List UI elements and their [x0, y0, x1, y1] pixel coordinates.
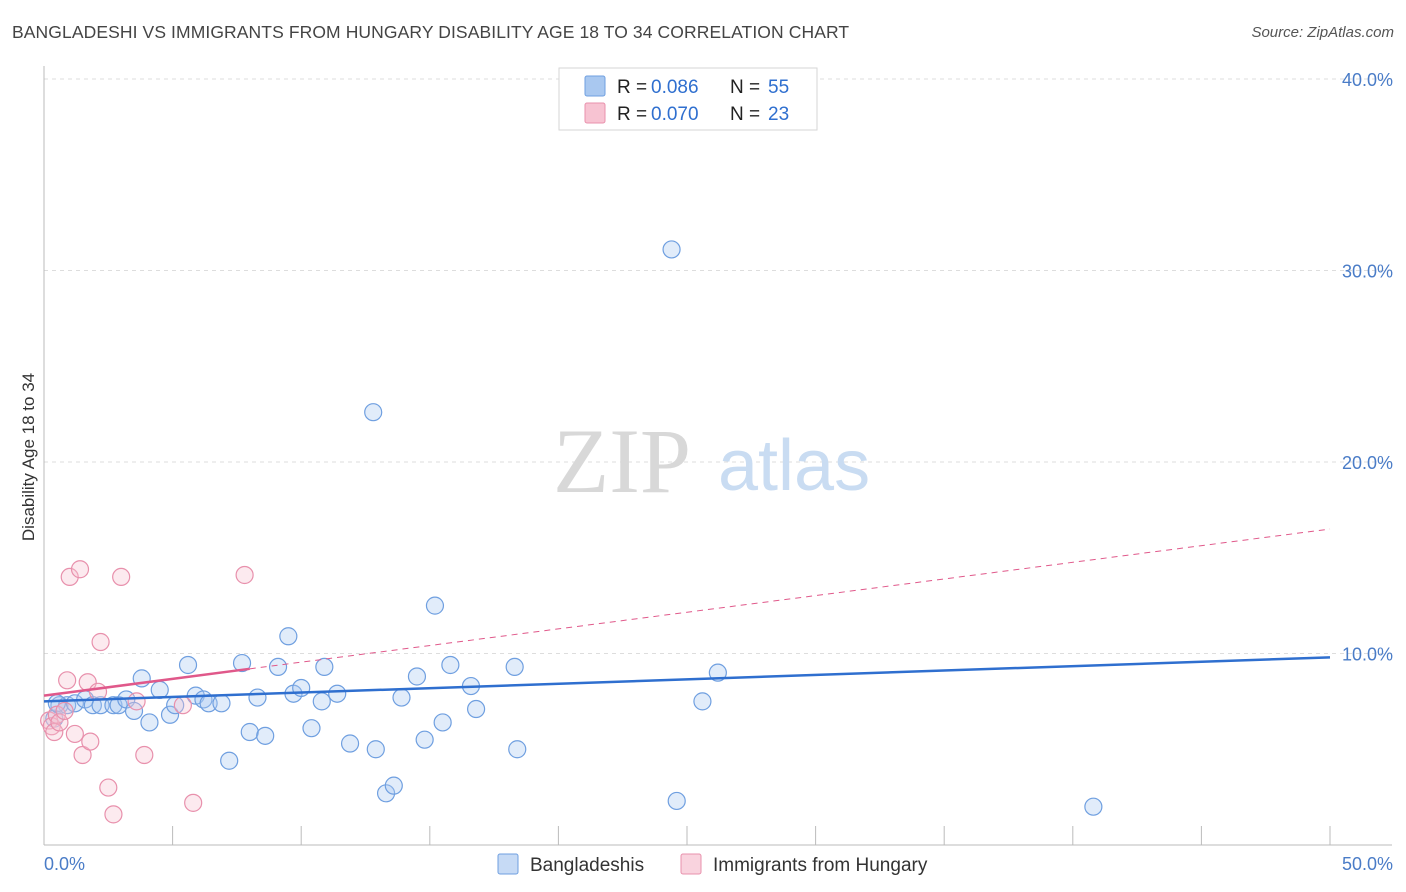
data-point-bangladeshis	[667, 791, 686, 811]
data-point-bangladeshis	[392, 688, 411, 707]
data-point-bangladeshis	[466, 699, 486, 719]
bottom-legend-label-bangladeshis: Bangladeshis	[530, 855, 644, 876]
y-tick-label: 20.0%	[1342, 453, 1393, 473]
data-point-immigrants-from-hungary	[88, 682, 108, 701]
watermark: ZIP atlas	[553, 410, 870, 512]
data-point-immigrants-from-hungary	[50, 713, 69, 732]
data-point-immigrants-from-hungary	[112, 567, 131, 587]
data-point-immigrants-from-hungary	[135, 745, 154, 765]
data-point-bangladeshis	[425, 596, 445, 615]
data-point-bangladeshis	[248, 688, 267, 707]
legend-n-value: 23	[768, 104, 789, 125]
data-point-bangladeshis	[441, 655, 460, 675]
chart-title: BANGLADESHI VS IMMIGRANTS FROM HUNGARY D…	[12, 22, 850, 42]
data-point-immigrants-from-hungary	[70, 560, 90, 579]
data-point-bangladeshis	[268, 657, 288, 677]
trendline-bangladeshis	[43, 656, 1331, 703]
data-point-immigrants-from-hungary	[104, 805, 123, 824]
data-point-immigrants-from-hungary	[235, 565, 254, 585]
data-point-bangladeshis	[662, 240, 681, 259]
data-point-immigrants-from-hungary	[99, 778, 118, 797]
x-tick-label: 0.0%	[44, 854, 85, 874]
data-point-immigrants-from-hungary	[73, 745, 92, 765]
legend-n-label: N =	[730, 77, 760, 98]
data-point-bangladeshis	[150, 680, 169, 699]
data-point-bangladeshis	[693, 692, 712, 711]
data-point-bangladeshis	[364, 403, 383, 422]
source-credit: Source: ZipAtlas.com	[1251, 24, 1394, 41]
data-point-bangladeshis	[302, 719, 321, 738]
x-tick-labels: 0.0% 50.0%	[44, 854, 1393, 874]
data-point-bangladeshis	[340, 734, 360, 753]
series-immigrants-from-hungary	[40, 560, 254, 824]
x-tick-label: 50.0%	[1342, 854, 1393, 874]
data-point-bangladeshis	[220, 751, 239, 770]
data-point-bangladeshis	[91, 696, 110, 715]
y-tick-label: 10.0%	[1342, 645, 1393, 665]
legend-box: R = 0.086 N = 55 R = 0.070 N = 23	[558, 67, 818, 131]
bottom-legend: Bangladeshis Immigrants from Hungary	[497, 853, 928, 876]
bottom-legend-swatch-immigrants-from-hungary	[680, 853, 702, 875]
legend-n-value: 55	[768, 77, 789, 98]
data-point-immigrants-from-hungary	[173, 696, 192, 715]
legend-r-value: 0.086	[651, 77, 699, 98]
data-point-bangladeshis	[232, 653, 252, 673]
watermark-atlas: atlas	[718, 426, 870, 506]
data-point-bangladeshis	[160, 705, 180, 724]
legend-n-label: N =	[730, 104, 760, 125]
data-point-immigrants-from-hungary	[65, 724, 84, 744]
data-point-bangladeshis	[384, 776, 403, 795]
data-point-immigrants-from-hungary	[58, 671, 77, 690]
data-point-bangladeshis	[366, 740, 385, 759]
data-point-bangladeshis	[433, 713, 452, 732]
axes	[43, 66, 1392, 846]
data-point-bangladeshis	[178, 655, 198, 675]
y-tick-label: 40.0%	[1342, 70, 1393, 90]
trendline-immigrants-from-hungary	[43, 667, 250, 697]
bottom-legend-label-immigrants-from-hungary: Immigrants from Hungary	[713, 855, 928, 876]
y-tick-labels: 10.0% 20.0% 30.0% 40.0%	[1342, 70, 1393, 665]
data-point-immigrants-from-hungary	[91, 632, 110, 652]
y-tick-label: 30.0%	[1342, 262, 1393, 282]
data-point-immigrants-from-hungary	[60, 567, 79, 587]
watermark-zip: ZIP	[553, 410, 691, 512]
data-point-bangladeshis	[279, 627, 298, 646]
data-point-bangladeshis	[312, 692, 331, 711]
data-point-bangladeshis	[508, 740, 527, 759]
data-point-bangladeshis	[328, 684, 347, 703]
data-point-bangladeshis	[505, 657, 524, 677]
data-point-bangladeshis	[1084, 797, 1103, 816]
series-bangladeshis	[45, 240, 1103, 816]
legend-swatch-immigrants-from-hungary	[584, 102, 606, 124]
y-axis-title: Disability Age 18 to 34	[19, 373, 38, 541]
trendlines	[43, 528, 1331, 703]
data-point-bangladeshis	[140, 713, 159, 732]
data-point-immigrants-from-hungary	[81, 732, 100, 751]
data-point-bangladeshis	[415, 730, 434, 749]
data-point-bangladeshis	[240, 722, 259, 742]
legend-swatch-bangladeshis	[584, 75, 606, 97]
data-point-immigrants-from-hungary	[45, 722, 64, 742]
data-point-immigrants-from-hungary	[184, 793, 203, 812]
legend-r-label: R =	[617, 77, 647, 98]
data-point-bangladeshis	[407, 667, 427, 686]
data-point-bangladeshis	[376, 784, 396, 803]
data-point-bangladeshis	[212, 694, 231, 713]
data-point-bangladeshis	[256, 726, 275, 745]
legend-r-label: R =	[617, 104, 647, 125]
data-point-immigrants-from-hungary	[55, 701, 74, 721]
legend-r-value: 0.070	[651, 104, 699, 125]
trendline-immigrants-from-hungary-extrapolated	[249, 528, 1331, 670]
data-point-immigrants-from-hungary	[127, 692, 146, 711]
bottom-legend-swatch-bangladeshis	[497, 853, 519, 875]
data-point-bangladeshis	[315, 657, 334, 677]
